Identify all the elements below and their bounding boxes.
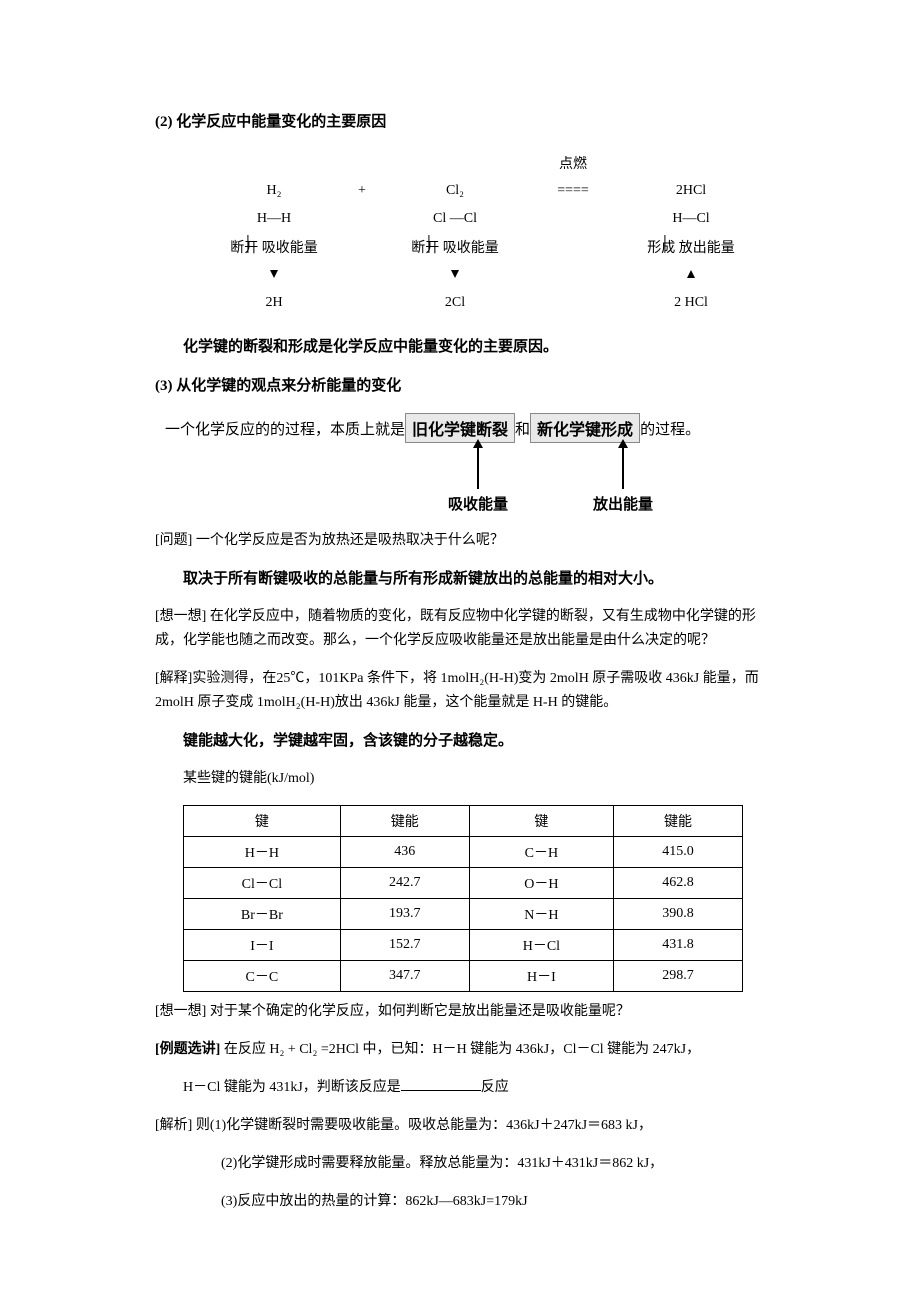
table-cell: 462.8 [614, 868, 743, 899]
table-row: H－H436C－H415.0 [184, 837, 743, 868]
reactant-cl2: Cl₂ [391, 177, 519, 205]
reactant-h2: H₂ [215, 177, 333, 205]
arrow-down-icon [451, 270, 459, 278]
analysis-step-1: [解析] 则(1)化学键断裂时需要吸收能量。吸收总能量为：436kJ＋247kJ… [155, 1114, 770, 1138]
table-row: C－C347.7H－I298.7 [184, 961, 743, 992]
release-arrow: 放出能量 [593, 447, 653, 514]
table-cell: 242.7 [340, 868, 469, 899]
table-cell: 436 [340, 837, 469, 868]
blank-fill[interactable] [401, 1076, 481, 1091]
arrow-down-icon [270, 270, 278, 278]
bond-statement: 化学键的断裂和形成是化学反应中能量变化的主要原因。 [155, 335, 770, 356]
th-energy-1: 键能 [340, 806, 469, 837]
clcl-bond: Cl —Cl [391, 205, 519, 233]
hcl-bond: H—Cl [627, 205, 755, 233]
table-cell: 193.7 [340, 899, 469, 930]
table-cell: C－C [184, 961, 341, 992]
reaction-arrow: ==== [519, 177, 627, 205]
hh-bond: H—H [215, 205, 333, 233]
table-row: Br－Br193.7N－H390.8 [184, 899, 743, 930]
table-cell: O－H [469, 868, 613, 899]
table-cell: C－H [469, 837, 613, 868]
absorb-arrow: 吸收能量 [448, 447, 508, 514]
question-1: [问题] 一个化学反应是否为放热还是吸热取决于什么呢？ [155, 529, 770, 553]
table-cell: I－I [184, 930, 341, 961]
bond-energy-table: 键 键能 键 键能 H－H436C－H415.0Cl－Cl242.7O－H462… [183, 805, 743, 992]
table-row: I－I152.7H－Cl431.8 [184, 930, 743, 961]
example-line-1: [例题选讲] 在反应 H₂ + Cl₂ =2HCl 中，已知：H－H 键能为 4… [155, 1038, 770, 1062]
table-cell: 347.7 [340, 961, 469, 992]
essence-and: 和 [515, 418, 530, 439]
form-release-hcl: 形成 放出能量 [627, 233, 755, 261]
table-cell: Br－Br [184, 899, 341, 930]
table-cell: 152.7 [340, 930, 469, 961]
essence-diagram: 一个化学反应的的过程，本质上就是 旧化学键断裂 和 新化学键形成 的过程。 吸收… [155, 413, 770, 523]
th-energy-2: 键能 [614, 806, 743, 837]
ignite-label: 点燃 [519, 149, 627, 177]
reaction-diagram: 点燃 H₂ + Cl₂ ==== 2HCl H—H Cl —Cl H—Cl [215, 149, 770, 317]
break-absorb-cl: 断开 吸收能量 [391, 233, 519, 261]
explain-para: [解释]实验测得，在25℃，101KPa 条件下，将 1molH₂(H-H)变为… [155, 667, 770, 715]
atoms-cl: 2Cl [391, 289, 519, 317]
table-header-row: 键 键能 键 键能 [184, 806, 743, 837]
essence-prefix: 一个化学反应的的过程，本质上就是 [165, 418, 405, 439]
bond-stable-statement: 键能越大化，学键越牢固，含该键的分子越稳定。 [155, 729, 770, 753]
table-cell: 431.8 [614, 930, 743, 961]
table-title: 某些键的键能(kJ/mol) [155, 767, 770, 791]
table-cell: H－Cl [469, 930, 613, 961]
section-3-title: (3) 从化学键的观点来分析能量的变化 [155, 374, 770, 395]
think-2: [想一想] 对于某个确定的化学反应，如何判断它是放出能量还是吸收能量呢？ [155, 1000, 770, 1024]
analysis-step-3: (3)反应中放出的热量的计算：862kJ—683kJ=179kJ [155, 1190, 770, 1214]
table-cell: N－H [469, 899, 613, 930]
atoms-h: 2H [215, 289, 333, 317]
table-cell: H－I [469, 961, 613, 992]
section-2-title: (2) 化学反应中能量变化的主要原因 [155, 110, 770, 131]
th-bond-2: 键 [469, 806, 613, 837]
atoms-hcl: 2 HCl [627, 289, 755, 317]
table-cell: Cl－Cl [184, 868, 341, 899]
product-hcl: 2HCl [627, 177, 755, 205]
table-row: Cl－Cl242.7O－H462.8 [184, 868, 743, 899]
table-cell: H－H [184, 837, 341, 868]
plus-sign: + [333, 177, 391, 205]
think-1: [想一想] 在化学反应中，随着物质的变化，既有反应物中化学键的断裂，又有生成物中… [155, 605, 770, 653]
table-cell: 415.0 [614, 837, 743, 868]
box-old-bond-break: 旧化学键断裂 [405, 413, 515, 443]
example-line-2: H－Cl 键能为 431kJ，判断该反应是反应 [155, 1076, 770, 1100]
break-absorb-h: 断开 吸收能量 [215, 233, 333, 261]
analysis-step-2: (2)化学键形成时需要释放能量。释放总能量为：431kJ＋431kJ＝862 k… [155, 1152, 770, 1176]
arrow-up-icon [687, 270, 695, 278]
table-cell: 390.8 [614, 899, 743, 930]
table-cell: 298.7 [614, 961, 743, 992]
th-bond-1: 键 [184, 806, 341, 837]
answer-bold: 取决于所有断键吸收的总能量与所有形成新键放出的总能量的相对大小。 [155, 567, 770, 591]
essence-suffix: 的过程。 [640, 418, 700, 439]
